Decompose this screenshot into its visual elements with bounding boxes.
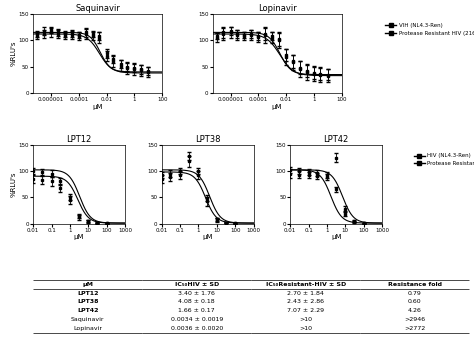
Title: Lopinavir: Lopinavir <box>258 4 296 13</box>
Title: LPT38: LPT38 <box>195 135 220 144</box>
Y-axis label: %RLU's: %RLU's <box>11 41 17 66</box>
X-axis label: μM: μM <box>92 104 103 110</box>
X-axis label: μM: μM <box>202 234 213 240</box>
Title: LPT42: LPT42 <box>324 135 349 144</box>
X-axis label: μM: μM <box>272 104 283 110</box>
Title: Saquinavir: Saquinavir <box>75 4 120 13</box>
Legend: VIH (NL4.3-Ren), Protease Resistant HIV (2169-Ren): VIH (NL4.3-Ren), Protease Resistant HIV … <box>383 21 474 38</box>
X-axis label: μM: μM <box>74 234 84 240</box>
Legend: HIV (NL4.3-Ren), Protease Resistant HIV (2169-Ren): HIV (NL4.3-Ren), Protease Resistant HIV … <box>411 151 474 168</box>
Y-axis label: %RLU's: %RLU's <box>11 171 17 197</box>
X-axis label: μM: μM <box>331 234 341 240</box>
Title: LPT12: LPT12 <box>66 135 92 144</box>
